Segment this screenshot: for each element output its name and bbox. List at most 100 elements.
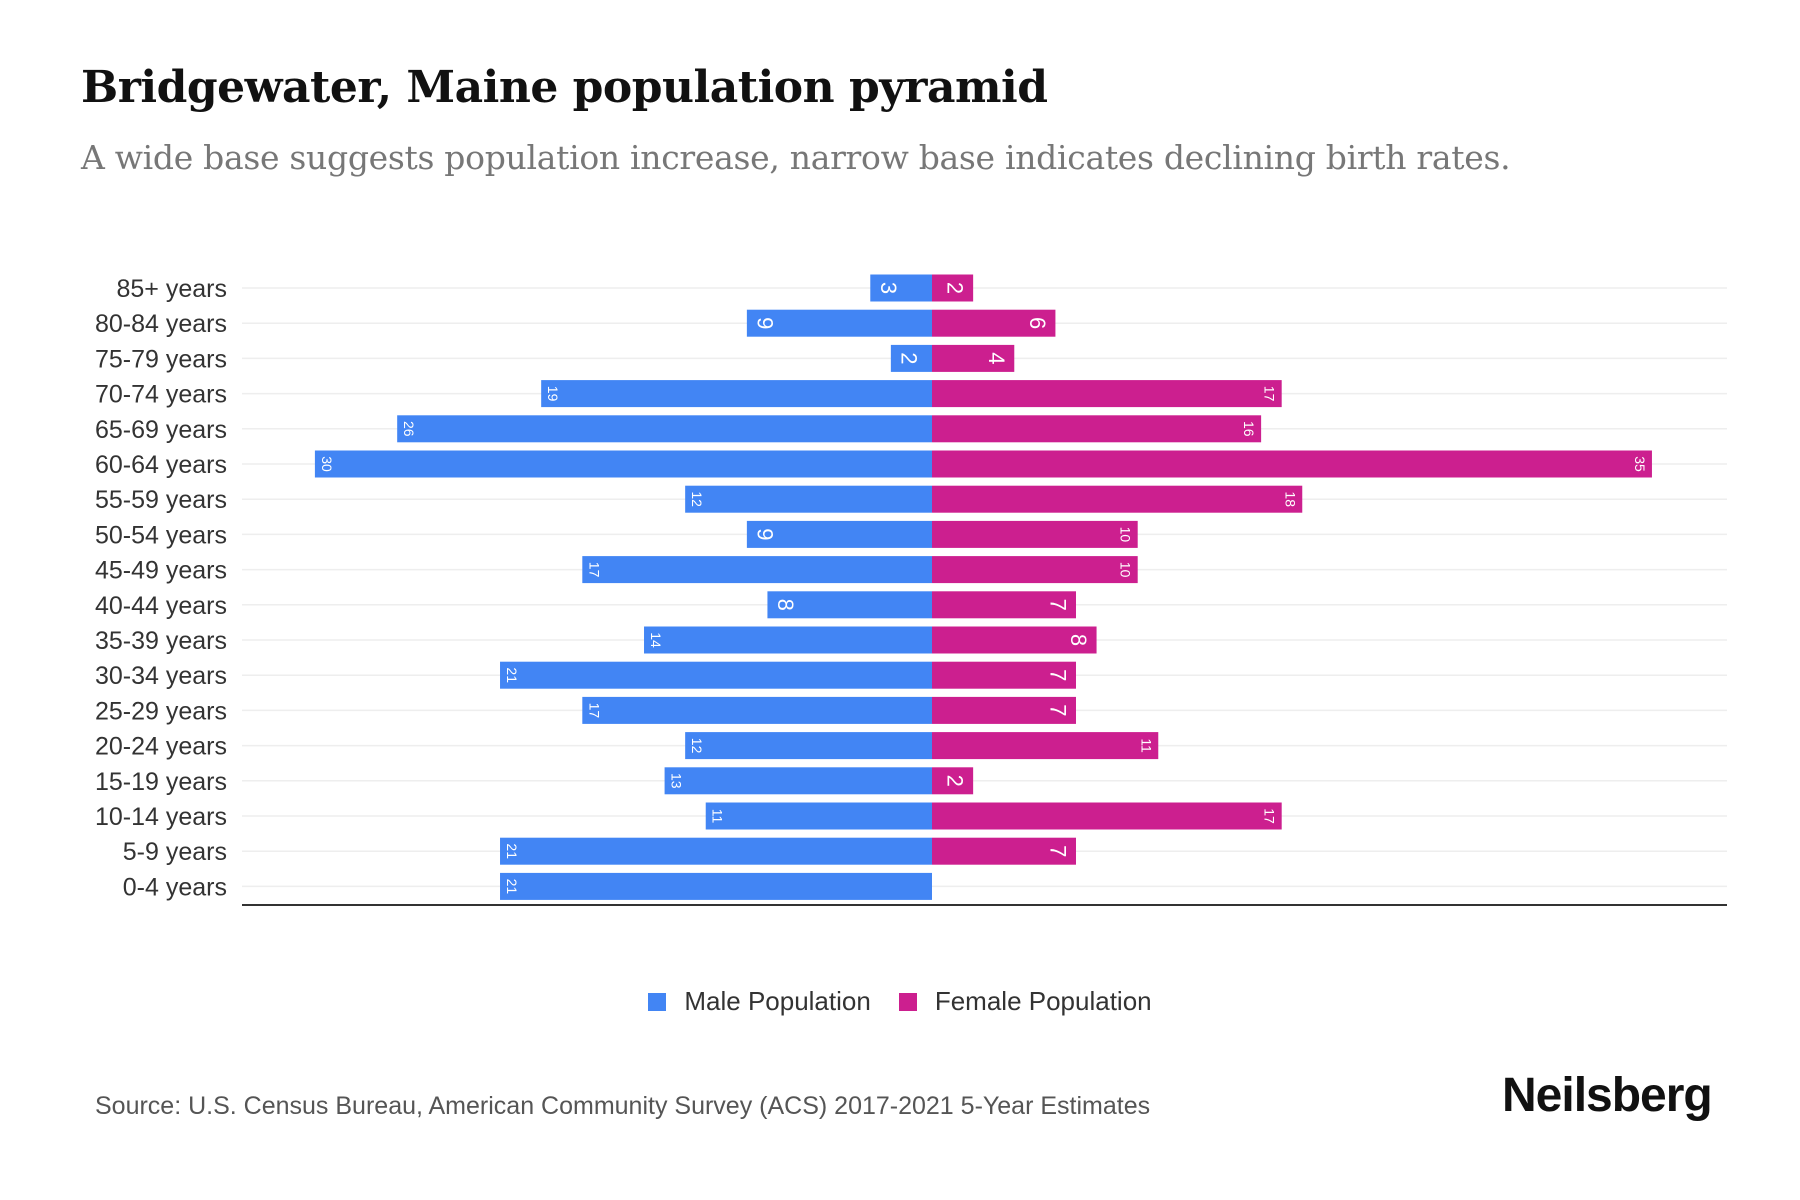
female-bar xyxy=(932,661,1076,689)
female-bar xyxy=(932,415,1262,443)
category-label: 5-9 years xyxy=(123,838,227,866)
female-value-label: 2 xyxy=(943,775,968,787)
category-label: 20-24 years xyxy=(95,733,227,761)
female-bar xyxy=(932,485,1303,513)
male-bar xyxy=(314,450,932,478)
female-bar xyxy=(932,520,1138,548)
category-label: 0-4 years xyxy=(123,873,227,901)
male-value-label: 19 xyxy=(545,386,561,402)
female-bar xyxy=(932,274,974,302)
female-bar xyxy=(932,837,1076,865)
male-value-label: 21 xyxy=(504,667,520,683)
female-value-label: 2 xyxy=(943,282,968,294)
male-bar xyxy=(664,767,932,795)
male-bar xyxy=(500,837,932,865)
male-bar xyxy=(582,556,932,584)
male-bar xyxy=(397,415,932,443)
male-value-label: 2 xyxy=(896,352,921,364)
category-label: 55-59 years xyxy=(95,486,227,514)
chart-title: Bridgewater, Maine population pyramid xyxy=(81,62,1048,113)
female-bar xyxy=(932,802,1282,830)
category-label: 45-49 years xyxy=(95,557,227,585)
female-value-label: 8 xyxy=(1066,634,1091,646)
male-value-label: 17 xyxy=(586,703,602,719)
category-label: 30-34 years xyxy=(95,662,227,690)
category-label: 10-14 years xyxy=(95,803,227,831)
male-value-label: 30 xyxy=(319,456,335,472)
female-bar xyxy=(932,380,1282,408)
male-value-label: 17 xyxy=(586,562,602,578)
male-bar xyxy=(746,309,932,337)
female-value-label: 7 xyxy=(1045,845,1070,857)
female-value-label: 11 xyxy=(1138,738,1154,753)
male-value-label: 26 xyxy=(401,421,417,437)
male-bar xyxy=(685,485,932,513)
chart-subtitle: A wide base suggests population increase… xyxy=(81,138,1511,177)
female-bar xyxy=(932,696,1076,724)
male-bar xyxy=(644,626,932,654)
male-bar xyxy=(685,732,932,760)
female-value-label: 7 xyxy=(1045,669,1070,681)
pyramid-chart: 85+ years 3 280-84 years 9 675-79 years 2 470-… xyxy=(95,274,1727,906)
male-value-label: 9 xyxy=(752,317,777,329)
category-label: 75-79 years xyxy=(95,345,227,373)
male-bar xyxy=(746,520,932,548)
male-value-label: 13 xyxy=(669,773,685,789)
female-value-label: 16 xyxy=(1241,421,1257,437)
category-label: 25-29 years xyxy=(95,697,227,725)
male-value-label: 11 xyxy=(710,809,726,824)
female-value-label: 10 xyxy=(1118,562,1134,578)
male-value-label: 3 xyxy=(876,282,901,294)
category-label: 50-54 years xyxy=(95,521,227,549)
female-bar xyxy=(932,767,974,795)
male-value-label: 21 xyxy=(504,843,520,859)
male-value-label: 12 xyxy=(689,738,705,754)
male-bar xyxy=(890,344,932,372)
female-bar xyxy=(932,732,1159,760)
legend-item-male[interactable]: Male Population xyxy=(648,986,871,1017)
legend: Male Population Female Population xyxy=(0,986,1800,1017)
female-value-label: 7 xyxy=(1045,599,1070,611)
category-label: 85+ years xyxy=(117,275,228,303)
female-value-label: 7 xyxy=(1045,704,1070,716)
female-bar xyxy=(932,344,1015,372)
male-value-label: 8 xyxy=(773,599,798,611)
category-label: 60-64 years xyxy=(95,451,227,479)
female-bar xyxy=(932,591,1076,619)
category-label: 35-39 years xyxy=(95,627,227,655)
category-label: 15-19 years xyxy=(95,768,227,796)
source-note: Source: U.S. Census Bureau, American Com… xyxy=(95,1092,1151,1120)
female-bar xyxy=(932,450,1652,478)
male-bar xyxy=(705,802,932,830)
legend-swatch-male xyxy=(648,992,667,1011)
category-label: 65-69 years xyxy=(95,416,227,444)
female-value-label: 17 xyxy=(1262,808,1278,824)
female-bar xyxy=(932,556,1138,584)
legend-label-female: Female Population xyxy=(934,986,1152,1016)
male-value-label: 9 xyxy=(752,528,777,540)
legend-item-female[interactable]: Female Population xyxy=(898,986,1152,1017)
female-value-label: 35 xyxy=(1632,456,1648,472)
male-value-label: 21 xyxy=(504,879,520,895)
female-value-label: 4 xyxy=(984,352,1009,364)
male-bar xyxy=(870,274,932,302)
male-value-label: 14 xyxy=(648,632,664,648)
legend-label-male: Male Population xyxy=(684,986,871,1016)
neilsberg-logo: Neilsberg xyxy=(1502,1069,1713,1122)
male-bar xyxy=(767,591,932,619)
female-bar xyxy=(932,626,1097,654)
male-value-label: 12 xyxy=(689,491,705,507)
category-label: 70-74 years xyxy=(95,381,227,409)
male-bar xyxy=(500,661,932,689)
male-bar xyxy=(541,380,932,408)
female-value-label: 6 xyxy=(1025,317,1050,329)
female-value-label: 10 xyxy=(1118,527,1134,543)
legend-swatch-female xyxy=(898,992,917,1011)
category-label: 40-44 years xyxy=(95,592,227,620)
female-bar xyxy=(932,309,1056,337)
male-bar xyxy=(500,872,932,900)
female-value-label: 18 xyxy=(1282,491,1298,507)
male-bar xyxy=(582,696,932,724)
female-value-label: 17 xyxy=(1262,386,1278,402)
category-label: 80-84 years xyxy=(95,310,227,338)
